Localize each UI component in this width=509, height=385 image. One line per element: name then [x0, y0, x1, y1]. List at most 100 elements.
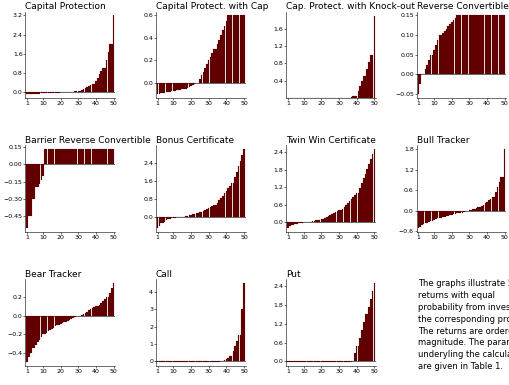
Bar [476, 208, 477, 211]
Bar [372, 55, 374, 98]
Bar [458, 15, 460, 74]
Bar [324, 361, 326, 362]
Bar [34, 164, 35, 199]
Bar [344, 361, 345, 362]
Bar [95, 306, 97, 316]
Bar [32, 316, 33, 348]
Bar [54, 149, 56, 164]
Bar [83, 89, 84, 92]
Bar [425, 211, 426, 223]
Text: Twin Win Certificate: Twin Win Certificate [286, 136, 376, 146]
Bar [111, 288, 112, 316]
Bar [243, 283, 245, 362]
Bar [444, 211, 445, 217]
Bar [440, 211, 442, 218]
Bar [298, 361, 299, 362]
Bar [30, 316, 32, 353]
Bar [211, 206, 213, 217]
Bar [287, 222, 289, 228]
Bar [44, 92, 46, 93]
Bar [291, 222, 292, 225]
Bar [164, 83, 165, 93]
Bar [81, 315, 82, 316]
Bar [26, 92, 28, 94]
Bar [465, 15, 467, 74]
Bar [99, 75, 100, 92]
Bar [225, 21, 227, 83]
Bar [432, 211, 433, 221]
Bar [47, 92, 49, 93]
Bar [361, 330, 363, 361]
Bar [109, 293, 111, 316]
Bar [486, 202, 488, 211]
Bar [427, 65, 428, 74]
Bar [79, 91, 81, 92]
Bar [319, 219, 321, 222]
Bar [331, 361, 333, 362]
Bar [243, 15, 245, 83]
Bar [210, 207, 211, 217]
Bar [477, 15, 479, 74]
Bar [107, 52, 109, 92]
Bar [56, 149, 58, 164]
Bar [449, 24, 451, 74]
Bar [195, 213, 197, 217]
Bar [90, 85, 92, 92]
Bar [495, 192, 497, 211]
Bar [433, 50, 435, 74]
Bar [37, 164, 39, 187]
Bar [69, 316, 70, 320]
Bar [102, 149, 104, 164]
Bar [238, 335, 239, 362]
Bar [303, 222, 304, 223]
Bar [336, 361, 338, 362]
Bar [199, 79, 201, 83]
Bar [442, 211, 444, 217]
Bar [336, 211, 338, 222]
Bar [41, 316, 42, 337]
Bar [187, 83, 188, 89]
Bar [358, 193, 359, 222]
Bar [419, 211, 421, 227]
Bar [474, 15, 475, 74]
Bar [479, 208, 481, 211]
Bar [70, 316, 72, 319]
Bar [301, 222, 303, 223]
Bar [342, 361, 344, 362]
Bar [485, 15, 486, 74]
Bar [201, 212, 203, 217]
Bar [430, 211, 432, 221]
Bar [79, 149, 81, 164]
Bar [433, 211, 435, 220]
Bar [370, 159, 372, 222]
Bar [176, 83, 178, 90]
Bar [301, 361, 303, 362]
Text: Reverse Convertible: Reverse Convertible [416, 2, 508, 12]
Bar [94, 84, 95, 92]
Bar [88, 310, 90, 316]
Bar [293, 361, 294, 362]
Bar [326, 361, 327, 362]
Bar [504, 149, 505, 211]
Bar [234, 15, 236, 83]
Bar [64, 149, 65, 164]
Bar [241, 155, 243, 217]
Bar [345, 361, 347, 362]
Bar [169, 217, 171, 219]
Bar [485, 203, 486, 211]
Bar [331, 214, 333, 222]
Bar [314, 221, 315, 222]
Bar [173, 83, 174, 91]
Bar [107, 149, 109, 164]
Bar [312, 221, 314, 222]
Bar [234, 346, 236, 362]
Bar [500, 15, 502, 74]
Bar [67, 316, 69, 321]
Bar [30, 164, 32, 216]
Bar [74, 316, 76, 317]
Bar [228, 358, 229, 362]
Bar [53, 149, 54, 164]
Bar [84, 313, 86, 316]
Bar [233, 15, 234, 83]
Bar [39, 316, 40, 340]
